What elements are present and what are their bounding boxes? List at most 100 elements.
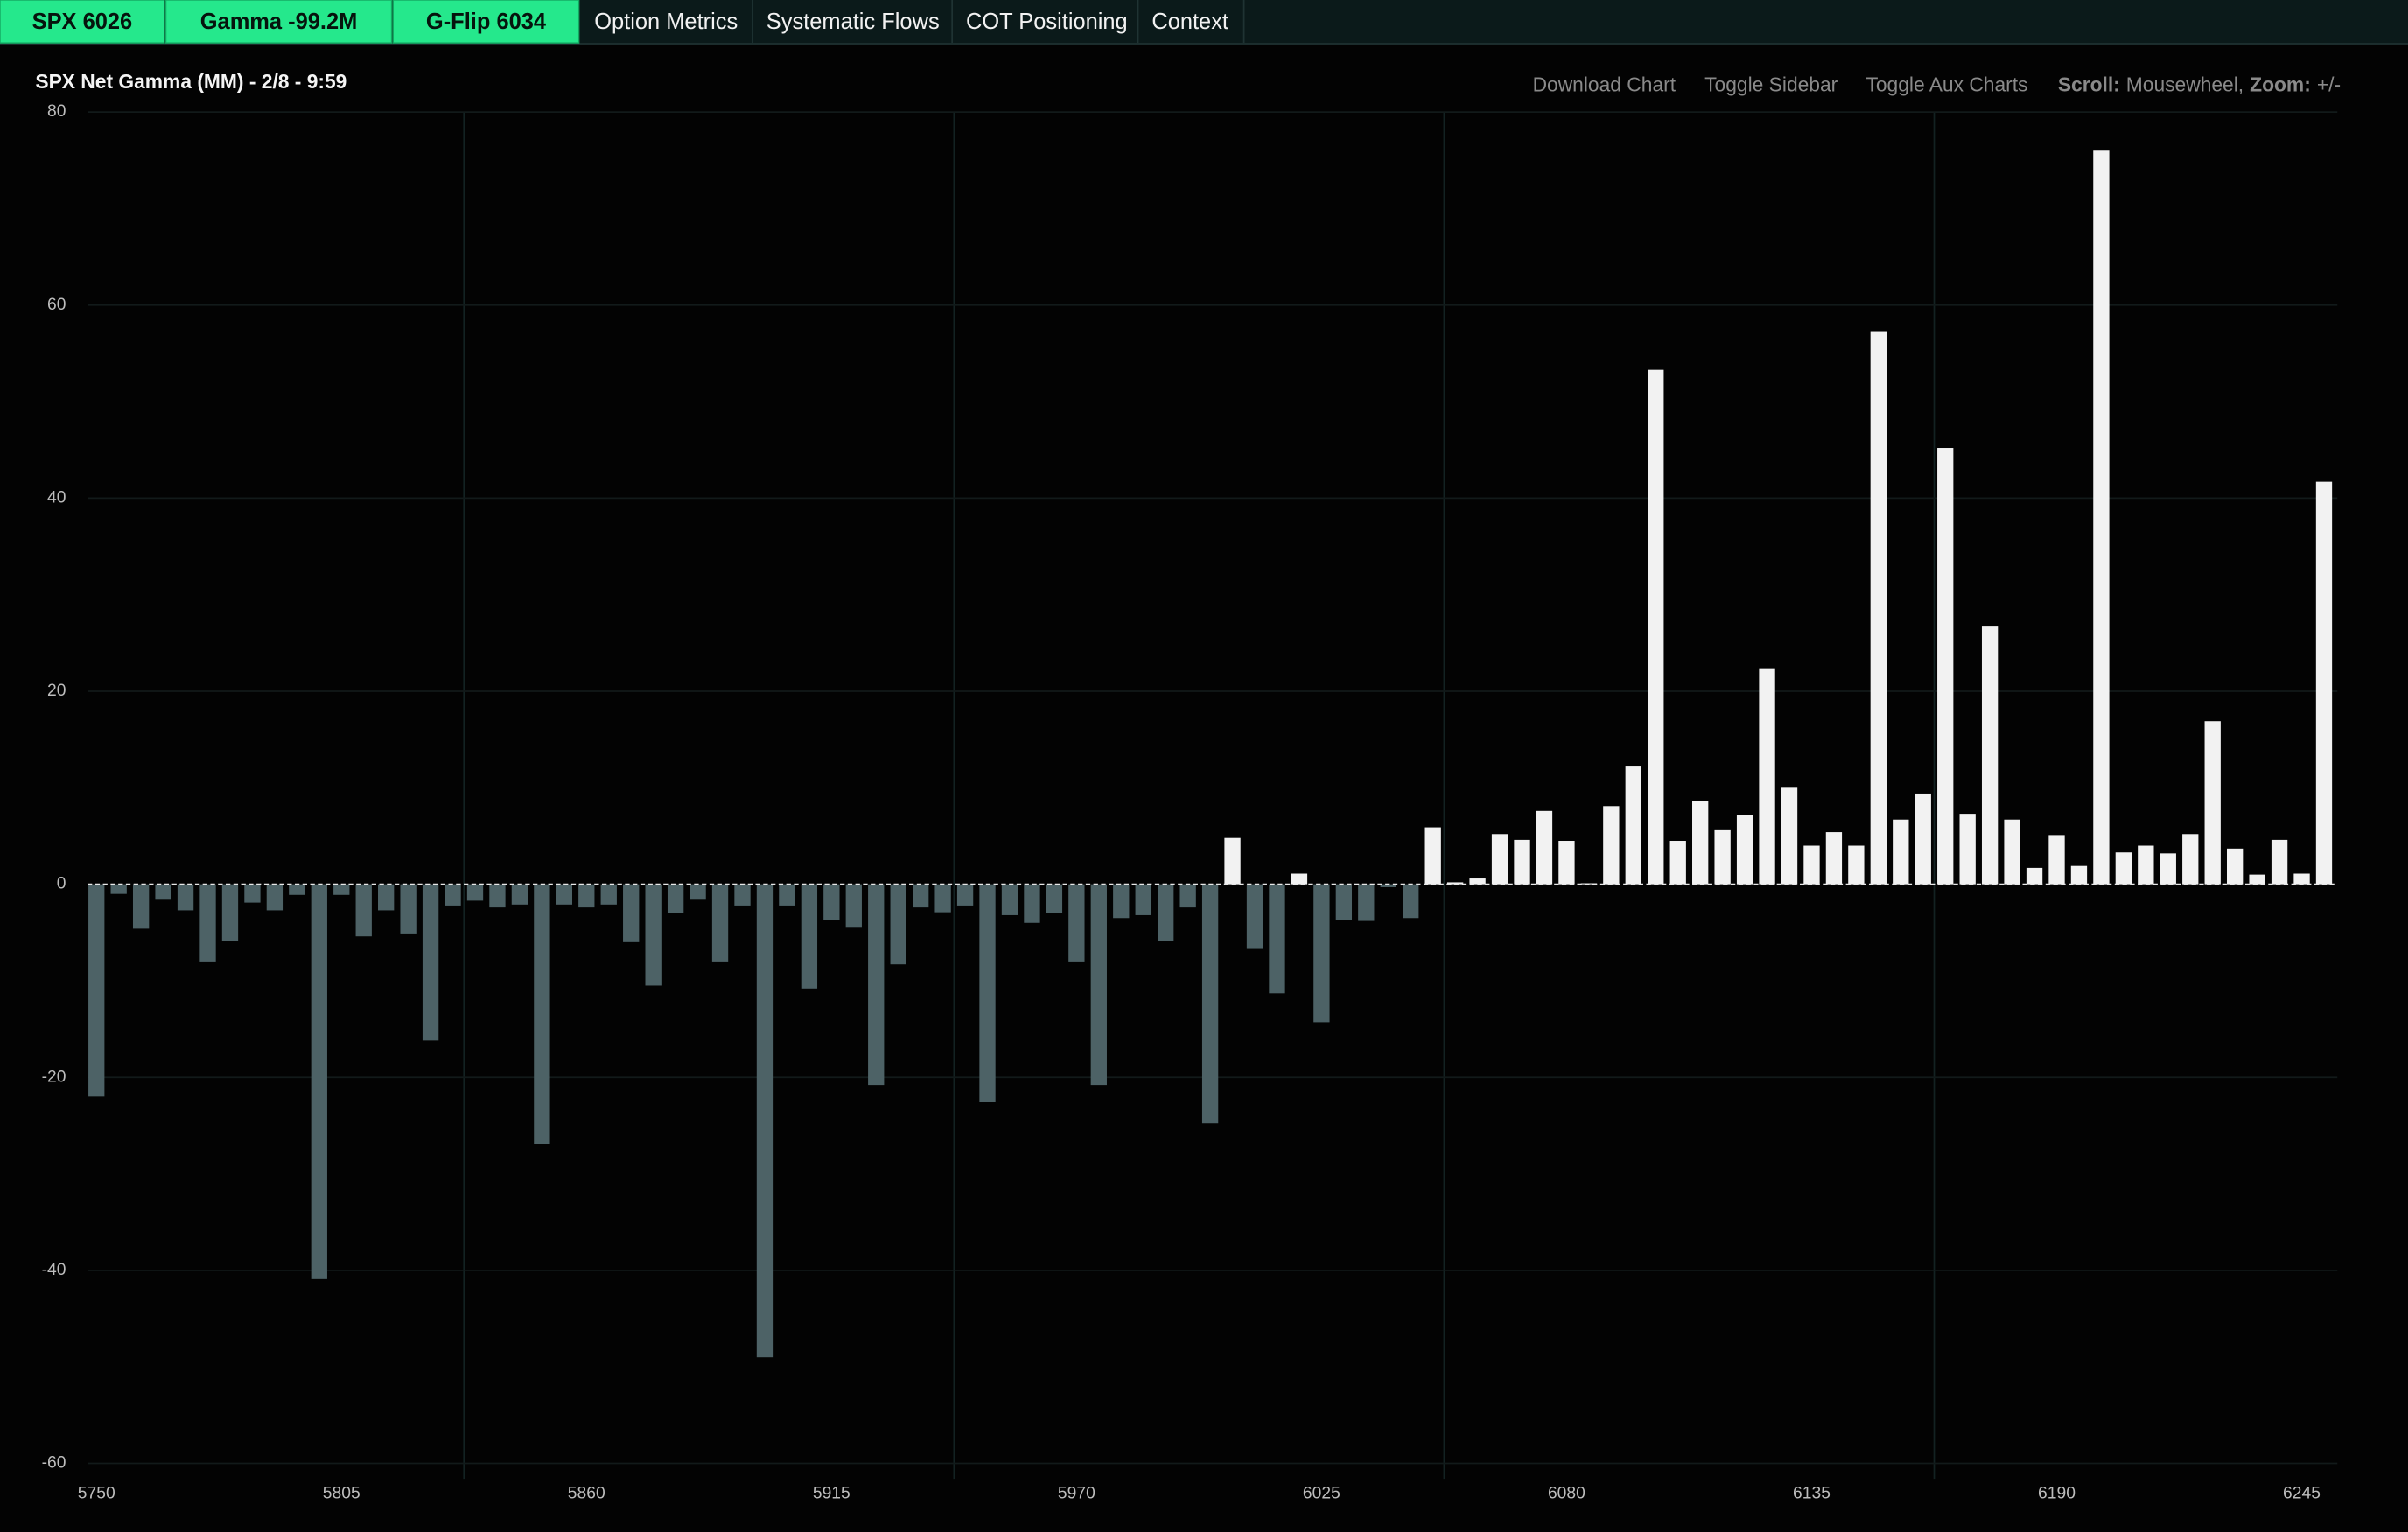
y-tick-label: -60 xyxy=(42,1454,66,1473)
bar xyxy=(88,884,105,1097)
bar xyxy=(600,884,617,905)
bar xyxy=(2070,865,2088,885)
bar xyxy=(244,884,261,903)
bar xyxy=(1313,884,1330,1023)
bar xyxy=(1335,884,1353,920)
bar xyxy=(200,884,216,962)
bar xyxy=(444,884,461,906)
bar xyxy=(1246,884,1264,949)
help-key: Scroll: xyxy=(2058,73,2120,95)
bar xyxy=(2026,867,2043,885)
bar xyxy=(2315,481,2333,885)
bar xyxy=(956,884,974,906)
bar xyxy=(311,884,327,1279)
bar xyxy=(534,884,550,1144)
bar xyxy=(2249,874,2265,885)
tab-label[interactable]: Context xyxy=(1152,10,1228,34)
bar xyxy=(1781,787,1798,885)
bar xyxy=(890,884,906,965)
bar xyxy=(934,884,951,913)
bar xyxy=(289,884,305,895)
bar xyxy=(2048,835,2065,885)
bar xyxy=(333,884,350,895)
y-tick-label: 20 xyxy=(47,682,66,700)
bar xyxy=(422,884,439,1041)
x-tick-label: 6025 xyxy=(1303,1485,1340,1503)
y-tick-label: 80 xyxy=(47,102,66,121)
bar xyxy=(1759,668,1775,885)
badge[interactable] xyxy=(392,0,580,44)
toolbar-button[interactable]: Download Chart xyxy=(1533,73,1676,95)
bar xyxy=(1269,884,1285,994)
bar xyxy=(155,884,172,900)
badge-label[interactable]: G-Flip 6034 xyxy=(426,10,547,34)
bar xyxy=(1446,882,1464,885)
bar xyxy=(2204,721,2221,885)
bar xyxy=(801,884,818,989)
bar xyxy=(1403,884,1419,919)
bar xyxy=(2160,853,2176,885)
tab-label[interactable]: Option Metrics xyxy=(594,10,738,34)
bar xyxy=(711,884,729,962)
bar xyxy=(734,884,751,906)
badge[interactable] xyxy=(0,0,165,44)
bar xyxy=(979,884,996,1102)
bar xyxy=(266,884,284,911)
bar xyxy=(489,884,506,908)
x-tick-label: 6135 xyxy=(1793,1485,1830,1503)
bar xyxy=(1959,814,1976,885)
badge-label[interactable]: SPX 6026 xyxy=(32,10,133,34)
help-value: Mousewheel, xyxy=(2126,73,2244,95)
bar xyxy=(1736,815,1754,885)
bar xyxy=(1558,841,1575,885)
bar xyxy=(868,884,885,1086)
help-text: Scroll: Mousewheel, Zoom: +/- xyxy=(2058,73,2341,95)
bar xyxy=(1180,884,1196,908)
y-tick-label: -20 xyxy=(42,1067,66,1086)
toolbar-button[interactable]: Toggle Sidebar xyxy=(1704,73,1838,95)
bar xyxy=(2293,873,2310,885)
bar xyxy=(1001,884,1018,915)
badge-label[interactable]: Gamma -99.2M xyxy=(200,10,358,34)
bar xyxy=(1424,827,1441,885)
bar xyxy=(1491,834,1508,885)
bar xyxy=(1469,878,1486,885)
bar xyxy=(400,884,416,934)
bar xyxy=(1358,884,1375,921)
bar xyxy=(2093,150,2110,885)
x-tick-label: 6080 xyxy=(1548,1485,1586,1503)
help-key: Zoom: xyxy=(2250,73,2311,95)
toolbar: Download Chart Toggle Sidebar Toggle Aux C… xyxy=(1533,73,2341,95)
x-tick-label: 5750 xyxy=(78,1485,116,1503)
bar xyxy=(1046,884,1063,913)
bar xyxy=(1224,837,1241,885)
bar xyxy=(1914,793,1931,885)
y-tick-label: 60 xyxy=(47,296,66,314)
bar xyxy=(1848,845,1865,885)
bar xyxy=(1937,448,1954,885)
bar xyxy=(177,884,194,911)
bar xyxy=(1135,884,1152,915)
bar xyxy=(690,884,706,900)
toolbar-button[interactable]: Toggle Aux Charts xyxy=(1866,73,2027,95)
bar xyxy=(221,884,239,941)
bar xyxy=(355,884,372,937)
bar xyxy=(2115,852,2132,885)
bar xyxy=(110,884,127,894)
nav: SPX 6026 Gamma -99.2M G-Flip 6034 Option Me… xyxy=(0,0,1245,44)
bar xyxy=(378,884,395,911)
bar xyxy=(779,884,795,906)
bar xyxy=(466,884,484,901)
tab-label[interactable]: COT Positioning xyxy=(966,10,1128,34)
bar xyxy=(1113,884,1130,919)
x-tick-label: 5805 xyxy=(323,1485,360,1503)
bar xyxy=(2182,834,2199,885)
bar xyxy=(1714,829,1731,885)
bar xyxy=(1670,841,1686,885)
tab-label[interactable]: Systematic Flows xyxy=(766,10,940,34)
x-tick-label: 5970 xyxy=(1058,1485,1096,1503)
badge[interactable] xyxy=(164,0,393,44)
